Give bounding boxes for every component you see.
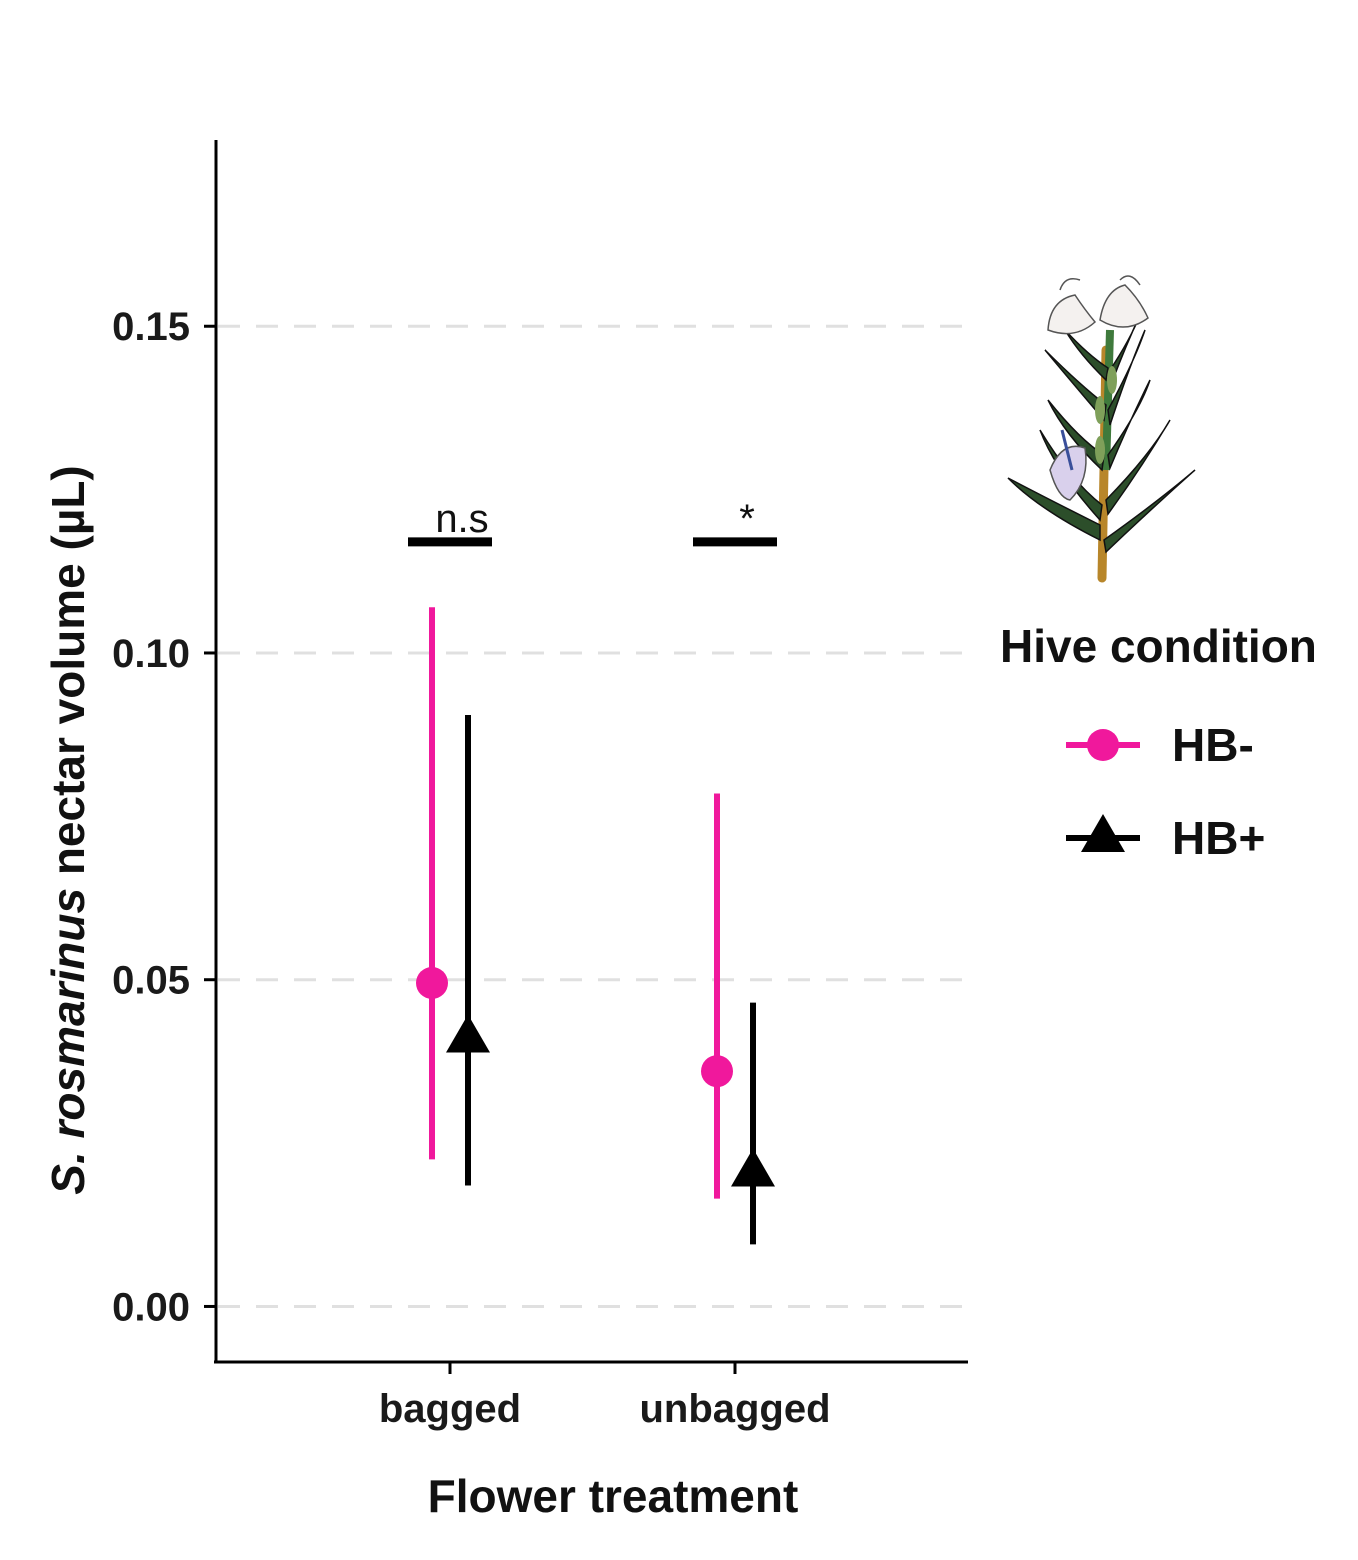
x-tick-label: bagged	[379, 1387, 521, 1431]
legend-item-hb-minus: HB-	[1066, 719, 1254, 771]
significance-label: n.s	[435, 497, 488, 541]
y-axis-title-italic: S. rosmarinus	[42, 888, 94, 1195]
rosemary-illustration	[1007, 275, 1196, 583]
y-ticks: 0.00 0.05 0.10 0.15	[112, 305, 216, 1329]
axes	[214, 140, 968, 1364]
y-tick-label: 0.05	[112, 959, 190, 1003]
legend-label-hb-plus: HB+	[1172, 812, 1265, 864]
point-marker	[701, 1055, 733, 1088]
y-tick-label: 0.15	[112, 305, 190, 349]
y-axis-title-rest: nectar volume (µL)	[42, 465, 94, 888]
y-axis-title: S. rosmarinus nectar volume (µL)	[42, 465, 94, 1194]
x-axis-title: Flower treatment	[428, 1470, 799, 1522]
point-marker	[731, 1148, 775, 1187]
x-ticks: bagged unbagged	[379, 1362, 831, 1431]
significance-label: *	[739, 497, 755, 541]
point-marker	[416, 966, 448, 999]
y-tick-label: 0.00	[112, 1285, 190, 1329]
y-tick-label: 0.10	[112, 632, 190, 676]
legend-key-triangle	[1081, 814, 1125, 852]
significance-annotations: n.s *	[408, 497, 777, 547]
legend-item-hb-plus: HB+	[1066, 812, 1265, 864]
gridlines	[218, 324, 966, 1308]
legend: Hive condition HB- HB+	[1000, 620, 1317, 864]
legend-title: Hive condition	[1000, 620, 1317, 672]
point-marker	[446, 1014, 490, 1053]
legend-label-hb-minus: HB-	[1172, 719, 1254, 771]
legend-key-circle	[1087, 729, 1119, 761]
x-tick-label: unbagged	[639, 1387, 830, 1431]
data-marks	[416, 607, 775, 1245]
